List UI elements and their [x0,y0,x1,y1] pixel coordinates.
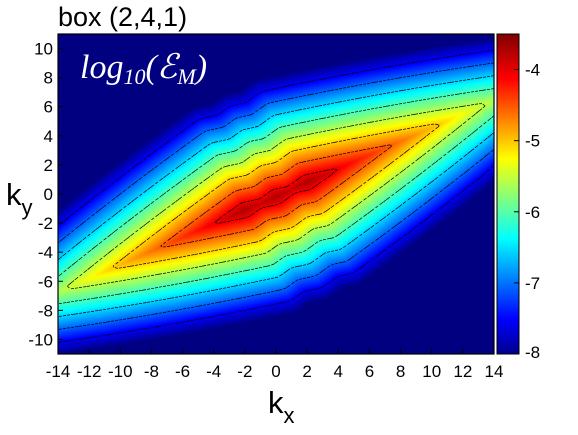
colorbar-ticks: -8 -7 -6 -5 -4 [514,61,540,362]
x-tick-label: -10 [108,362,133,381]
field-annotation: log10(ℰM) [80,49,207,89]
y-tick-label: -6 [38,272,53,291]
contour-line [58,88,494,305]
x-tick-label: -6 [175,362,190,381]
colorbar: -8 -7 -6 -5 -4 [496,33,540,362]
y-tick-label: -4 [38,243,53,262]
contour-line [112,123,440,269]
chart-title: box (2,4,1) [58,2,187,32]
colorbar-tick-label: -7 [525,274,540,293]
contour-line [58,49,494,343]
x-tick-label: -12 [77,362,102,381]
y-tick-label: 4 [44,127,53,146]
x-tick-label: -8 [144,362,159,381]
colorbar-tick-label: -4 [525,61,540,80]
y-tick-label: 0 [44,185,53,204]
x-tick-label: -4 [206,362,221,381]
x-tick-label: 0 [271,362,280,381]
colorbar-tick-label: -5 [525,132,540,151]
x-tick-label: 6 [365,362,374,381]
x-axis-label: kx [268,385,295,428]
x-tick-label: 2 [302,362,311,381]
x-tick-label: -14 [46,362,71,381]
colorbar-gradient [496,33,520,355]
x-tick-label: 12 [453,362,472,381]
y-tick-label: -2 [38,214,53,233]
contour-lines [58,49,494,343]
x-tick-label: 14 [485,362,504,381]
contour-line [214,168,338,224]
y-tick-label: 6 [44,98,53,117]
x-tick-label: 8 [396,362,405,381]
colorbar-tick-label: -6 [525,203,540,222]
x-tick-label: 4 [334,362,343,381]
x-axis-ticks: -14 -12 -10 -8 -6 -4 -2 0 2 4 6 8 10 12 14 [46,349,504,381]
contour-line [58,62,494,330]
y-tick-label: -8 [38,301,53,320]
y-tick-label: 8 [44,69,53,88]
contour-line [160,144,393,248]
y-tick-label: -10 [28,330,53,349]
x-tick-label: -2 [237,362,252,381]
y-tick-label: 10 [34,40,53,59]
colorbar-tick-label: -8 [525,343,540,362]
contour-line [66,103,486,289]
plot-area [57,33,495,355]
contour-line [58,75,494,317]
x-tick-label: 10 [422,362,441,381]
y-axis-ticks: -10 -8 -6 -4 -2 0 2 4 6 8 10 [28,40,63,349]
y-tick-label: 2 [44,156,53,175]
y-axis-label: ky [6,177,33,220]
